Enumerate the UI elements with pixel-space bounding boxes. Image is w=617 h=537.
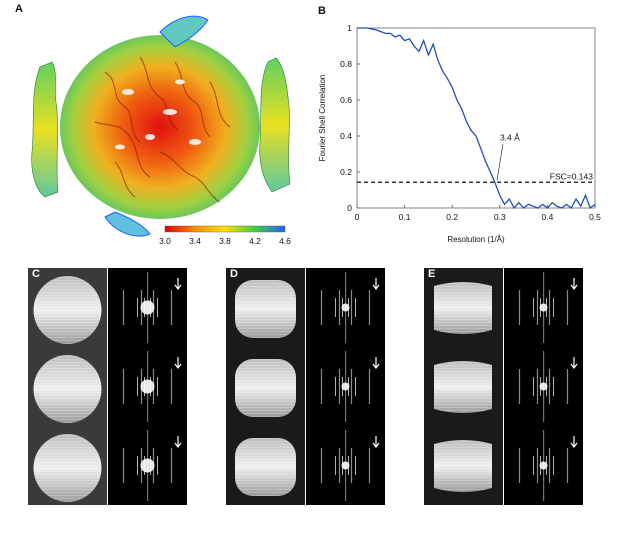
- colorbar-tick: 4.2: [249, 236, 261, 246]
- resolution-annotation: 3.4 Å: [500, 132, 520, 142]
- annotation-leader: [496, 144, 504, 181]
- density-map-illustration: 3.0 3.4 3.8 4.2 4.6: [31, 15, 291, 246]
- micrograph-tile: [226, 347, 305, 426]
- micrograph-tile: [424, 347, 503, 426]
- panel-label-b: B: [318, 5, 326, 17]
- fft-tile: [306, 268, 385, 347]
- panel-label-a: A: [15, 3, 23, 15]
- y-tick-label: 0.4: [340, 131, 352, 141]
- fsc-chart: 0 0.1 0.2 0.3 0.4 0.5 0 0.2 0.4 0.6 0.8 1 FSC=0.143…: [318, 23, 601, 244]
- fft-tile: [504, 347, 583, 426]
- fft-pattern: [320, 430, 380, 501]
- x-tick-label: 0.3: [494, 212, 506, 222]
- y-tick-label: 0: [347, 203, 352, 213]
- colorbar-tick: 3.0: [159, 236, 171, 246]
- micrograph-image: [424, 347, 503, 426]
- fft-pattern: [320, 272, 380, 343]
- panel-label-d: D: [230, 268, 238, 280]
- colorbar-tick: 4.6: [279, 236, 291, 246]
- x-tick-label: 0.4: [541, 212, 553, 222]
- micrograph-tile: [226, 268, 305, 347]
- x-tick-label: 0.2: [446, 212, 458, 222]
- fsc-curve: [357, 27, 596, 210]
- x-tick-label: 0.1: [399, 212, 411, 222]
- micrograph-tile: [424, 268, 503, 347]
- micrograph-image: [33, 276, 102, 344]
- micrograph-image: [33, 355, 102, 423]
- fft-tile: [306, 347, 385, 426]
- fft-tile: [108, 426, 187, 505]
- fft-tile: [504, 268, 583, 347]
- x-tick-label: 0: [355, 212, 360, 222]
- panel-label-e: E: [428, 268, 436, 280]
- threshold-label: FSC=0.143: [550, 171, 594, 181]
- x-tick-label: 0.5: [589, 212, 601, 222]
- fft-pattern: [320, 351, 380, 422]
- micrograph-image: [226, 268, 305, 347]
- fft-pattern: [518, 351, 578, 422]
- fft-tile: [504, 426, 583, 505]
- colorbar: [164, 225, 286, 233]
- fft-tile: [108, 347, 187, 426]
- y-axis-title: Fourier Shell Correlation: [318, 75, 327, 162]
- fft-pattern: [122, 430, 182, 501]
- micrograph-image: [33, 434, 102, 502]
- colorbar-tick: 3.8: [219, 236, 231, 246]
- local-resolution-map: 3.0 3.4 3.8 4.2 4.6: [10, 2, 310, 252]
- y-tick-label: 0.2: [340, 167, 352, 177]
- micrograph-image: [424, 268, 503, 347]
- micrograph-tile: [28, 347, 107, 426]
- fft-pattern: [518, 430, 578, 501]
- micrograph-tile: [28, 268, 107, 347]
- x-axis-title: Resolution (1/Å): [447, 235, 505, 244]
- micrograph-image: [424, 426, 503, 505]
- micrograph-image: [226, 426, 305, 505]
- micrograph-tile: [424, 426, 503, 505]
- fft-pattern: [122, 351, 182, 422]
- micrograph-tile: [226, 426, 305, 505]
- fft-tile: [306, 426, 385, 505]
- micrograph-tile: [28, 426, 107, 505]
- fft-pattern: [518, 272, 578, 343]
- y-tick-label: 0.8: [340, 59, 352, 69]
- plot-frame: [356, 27, 596, 209]
- y-tick-label: 0.6: [340, 95, 352, 105]
- panel-label-c: C: [32, 268, 40, 280]
- fft-tile: [108, 268, 187, 347]
- micrograph-image: [226, 347, 305, 426]
- fft-pattern: [122, 272, 182, 343]
- y-tick-label: 1: [347, 23, 352, 33]
- colorbar-tick: 3.4: [189, 236, 201, 246]
